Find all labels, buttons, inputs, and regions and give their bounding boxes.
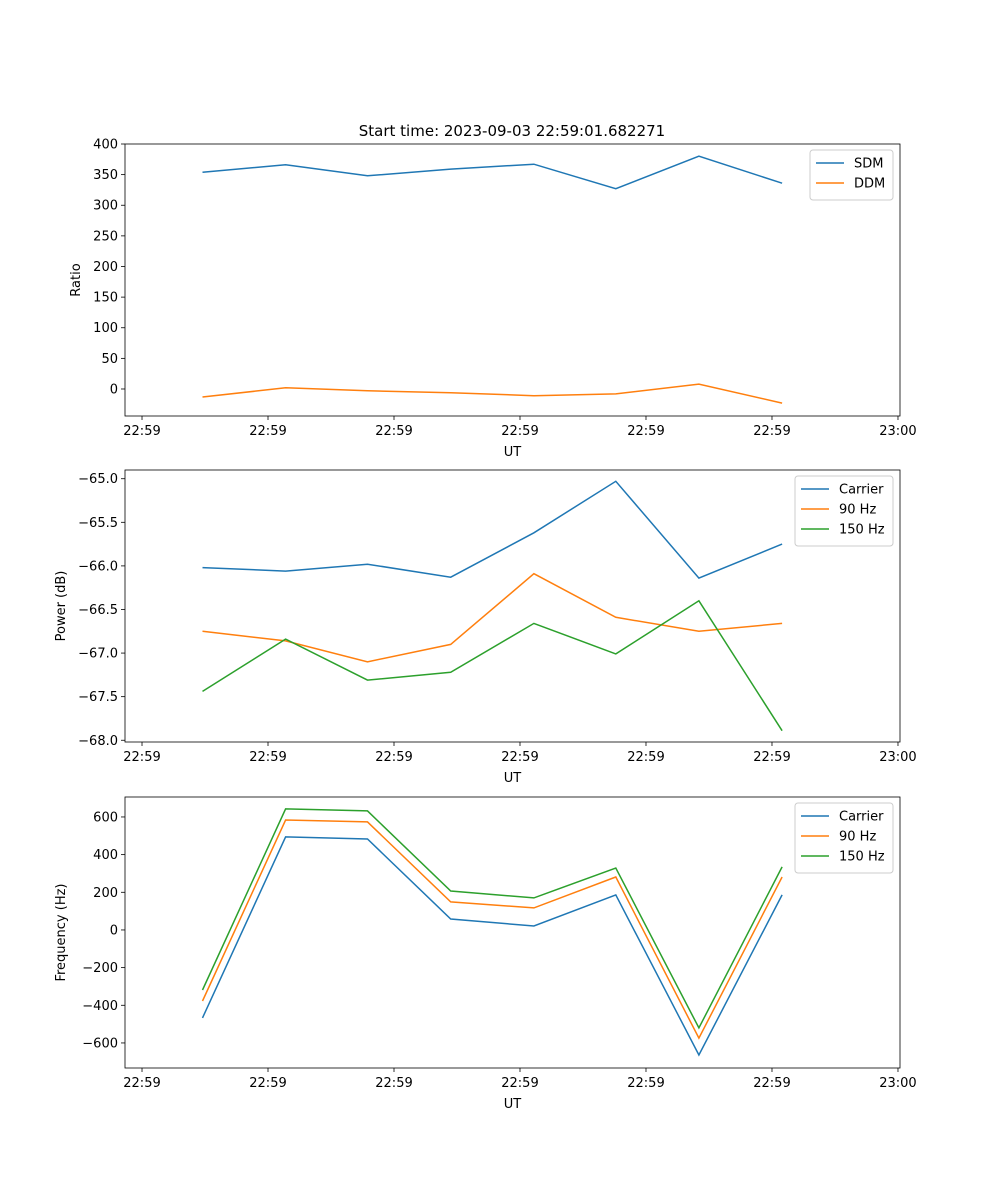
- axes-frame: [124, 143, 901, 417]
- x-tick-label: 22:59: [249, 750, 286, 765]
- subplot-3: 22:59 22:59 22:59 22:59 22:59 22:59 23:00 −600 −…: [54, 796, 917, 1112]
- series-line-carrier: [202, 480, 783, 579]
- x-tick-label: 22:59: [501, 424, 538, 439]
- y-tick-label: 0: [110, 923, 118, 938]
- series-line-150-hz: [202, 599, 783, 732]
- y-tick-label: −66.0: [78, 559, 118, 574]
- legend-label: DDM: [854, 177, 885, 192]
- x-tick-label: 22:59: [375, 1076, 412, 1091]
- x-tick-label: 22:59: [123, 424, 160, 439]
- axes-frame: [124, 796, 901, 1069]
- x-tick-label: 22:59: [627, 750, 664, 765]
- legend-label: SDM: [854, 157, 883, 172]
- y-tick-label: 300: [93, 199, 118, 214]
- x-tick-label: 22:59: [375, 424, 412, 439]
- y-tick-label: −67.5: [78, 690, 118, 705]
- y-axis-label: Power (dB): [54, 571, 69, 642]
- legend-label: 150 Hz: [839, 850, 885, 865]
- y-tick-label: 50: [101, 352, 118, 367]
- y-tick-label: 100: [93, 321, 118, 336]
- legend-label: 150 Hz: [839, 523, 885, 538]
- y-tick-label: 350: [93, 168, 118, 183]
- legend: Carrier 90 Hz 150 Hz: [794, 802, 894, 874]
- subplot-1: 22:59 22:59 22:59 22:59 22:59 22:59 23:00 0 50 10…: [69, 138, 917, 461]
- y-axis-label: Ratio: [69, 263, 84, 296]
- x-axis-label: UT: [504, 445, 522, 460]
- x-tick-label: 22:59: [627, 1076, 664, 1091]
- series-line-carrier: [201, 836, 783, 1057]
- series-line-sdm: [202, 155, 783, 190]
- y-tick-label: 150: [93, 291, 118, 306]
- y-tick-label: 0: [110, 382, 118, 397]
- x-tick-label: 23:00: [879, 1076, 916, 1091]
- y-tick-label: 400: [93, 138, 118, 153]
- axes-frame: [124, 469, 901, 743]
- y-tick-label: −66.5: [78, 603, 118, 618]
- y-tick-label: −65.5: [78, 516, 118, 531]
- x-tick-label: 22:59: [123, 750, 160, 765]
- legend-label: Carrier: [839, 810, 884, 825]
- y-tick-label: 200: [93, 260, 118, 275]
- y-tick-label: −68.0: [78, 734, 118, 749]
- x-tick-label: 22:59: [627, 424, 664, 439]
- legend: SDM DDM: [809, 149, 894, 201]
- y-tick-label: −600: [82, 1036, 118, 1051]
- series-line-90-hz: [202, 572, 783, 663]
- x-axis-label: UT: [504, 771, 522, 786]
- legend: Carrier 90 Hz 150 Hz: [794, 475, 894, 547]
- y-tick-label: 200: [93, 886, 118, 901]
- figure-title: Start time: 2023-09-03 22:59:01.682271: [359, 122, 665, 140]
- y-axis-label: Frequency (Hz): [54, 883, 69, 981]
- subplot-2: 22:59 22:59 22:59 22:59 22:59 22:59 23:00 −68.0…: [54, 469, 917, 786]
- legend-label: 90 Hz: [839, 503, 876, 518]
- y-tick-label: −200: [82, 961, 118, 976]
- x-tick-label: 23:00: [879, 424, 916, 439]
- legend-label: 90 Hz: [839, 830, 876, 845]
- y-tick-label: 400: [93, 848, 118, 863]
- y-tick-label: −67.0: [78, 647, 118, 662]
- series-line-ddm: [202, 383, 783, 404]
- series-line-150-hz: [201, 808, 783, 1030]
- x-tick-label: 22:59: [501, 750, 538, 765]
- x-tick-label: 22:59: [123, 1076, 160, 1091]
- x-tick-label: 22:59: [501, 1076, 538, 1091]
- x-tick-label: 22:59: [249, 424, 286, 439]
- x-tick-label: 22:59: [753, 750, 790, 765]
- x-axis-label: UT: [504, 1097, 522, 1112]
- x-tick-label: 22:59: [375, 750, 412, 765]
- legend-label: Carrier: [839, 483, 884, 498]
- y-tick-label: −400: [82, 999, 118, 1014]
- x-tick-label: 22:59: [753, 1076, 790, 1091]
- series-line-90-hz: [201, 819, 783, 1040]
- x-tick-label: 23:00: [879, 750, 916, 765]
- x-tick-label: 22:59: [753, 424, 790, 439]
- y-tick-label: 250: [93, 229, 118, 244]
- x-tick-label: 22:59: [249, 1076, 286, 1091]
- y-tick-label: 600: [93, 810, 118, 825]
- y-tick-label: −65.0: [78, 472, 118, 487]
